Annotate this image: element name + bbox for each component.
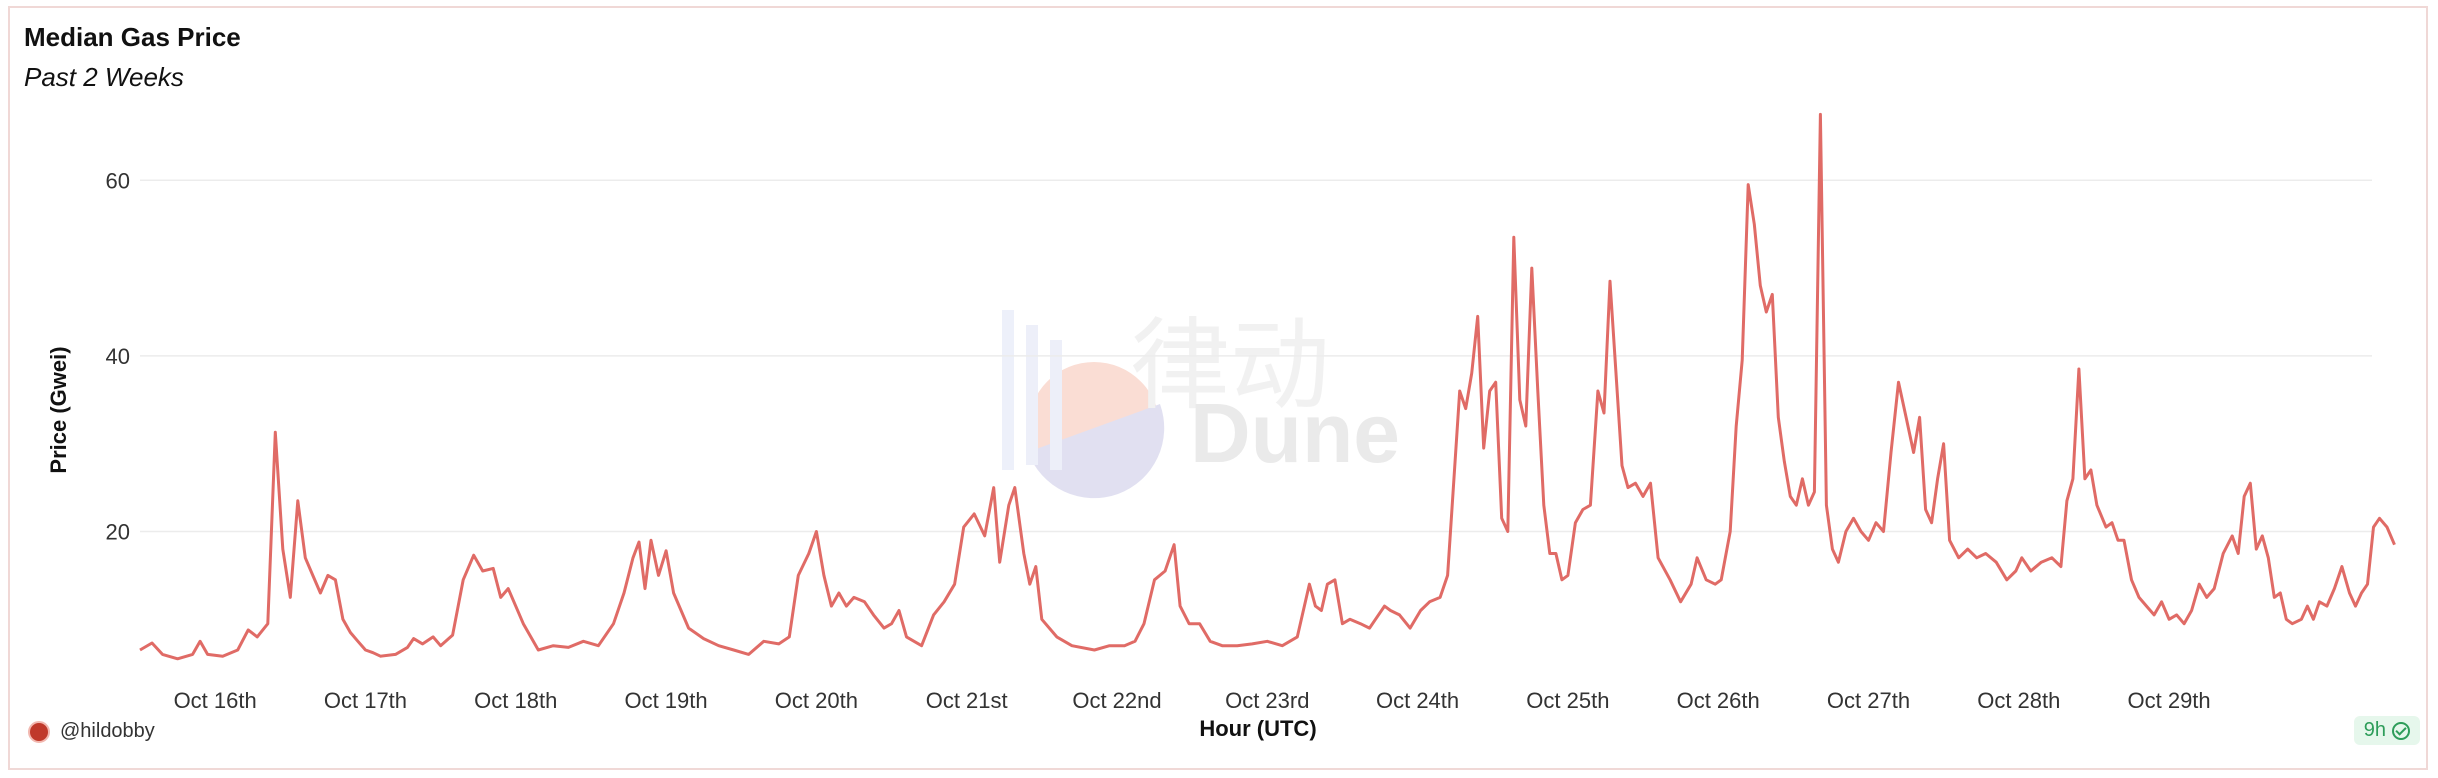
x-tick-label: Oct 29th (2128, 688, 2211, 713)
x-tick-label: Oct 17th (324, 688, 407, 713)
x-tick-label: Oct 23rd (1225, 688, 1309, 713)
y-axis-label: Price (Gwei) (46, 346, 71, 473)
watermark-cn: 律动 (1130, 307, 1330, 424)
x-tick-label: Oct 21st (926, 688, 1008, 713)
x-tick-label: Oct 20th (775, 688, 858, 713)
x-tick-label: Oct 16th (174, 688, 257, 713)
author-credit[interactable]: @hildobby (28, 720, 155, 743)
x-tick-label: Oct 18th (474, 688, 557, 713)
x-tick-label: Oct 25th (1526, 688, 1609, 713)
x-tick-label: Oct 24th (1376, 688, 1459, 713)
x-tick-label: Oct 26th (1677, 688, 1760, 713)
avatar-icon (28, 720, 50, 743)
watermark-logo-half-icon (1028, 404, 1165, 499)
x-tick-label: Oct 22nd (1072, 688, 1161, 713)
x-tick-label: Oct 28th (1977, 688, 2060, 713)
watermark-bars-icon (1002, 310, 1062, 470)
x-axis-label: Hour (UTC) (1199, 716, 1316, 741)
watermark-en: Dune (1190, 386, 1400, 480)
grid-lines (140, 179, 2372, 533)
refresh-badge[interactable]: 9h (2353, 716, 2420, 745)
y-tick-label: 20 (106, 520, 130, 545)
x-tick-label: Oct 19th (624, 688, 707, 713)
watermark: 律动 Dune (1002, 307, 1400, 499)
x-tick-label: Oct 27th (1827, 688, 1910, 713)
x-axis-ticks: Oct 16th Oct 17th Oct 18th Oct 19th Oct 20th… (174, 688, 2211, 713)
check-circle-icon (2392, 721, 2410, 740)
y-axis-ticks: 20 40 60 (106, 168, 130, 544)
y-tick-label: 60 (106, 168, 130, 193)
y-tick-label: 40 (106, 344, 130, 369)
series-line (139, 112, 2396, 661)
chart-subtitle: Past 2 Weeks (24, 62, 184, 92)
author-name: @hildobby (60, 720, 155, 742)
chart-title: Median Gas Price (24, 22, 241, 52)
refresh-age: 9h (2363, 719, 2386, 741)
